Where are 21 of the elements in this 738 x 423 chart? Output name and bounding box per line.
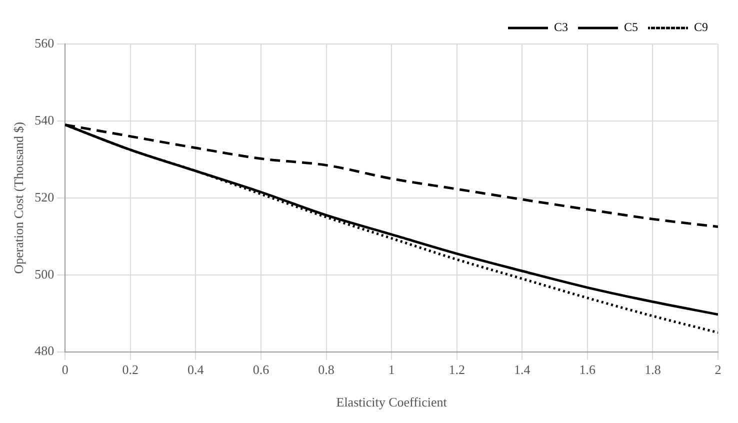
y-tick-label: 480 <box>34 343 54 358</box>
y-tick-label: 500 <box>34 266 54 282</box>
y-tick-label: 540 <box>34 112 54 128</box>
x-tick-label: 0.4 <box>188 362 204 378</box>
x-tick-label: 0.8 <box>318 362 334 378</box>
y-axis-title: Operation Cost (Thousand $) <box>11 122 26 274</box>
x-axis-title: Elasticity Coefficient <box>336 394 448 410</box>
x-tick-label: 2 <box>714 362 722 378</box>
x-tick-label: 1 <box>388 362 395 378</box>
legend-label: C9 <box>694 20 708 34</box>
x-tick-label: 0.2 <box>122 362 139 378</box>
x-tick-label: 1.6 <box>579 362 596 378</box>
legend-label: C3 <box>554 20 568 34</box>
legend-label: C5 <box>624 20 638 34</box>
y-tick-label: 520 <box>34 189 54 204</box>
y-tick-label: 560 <box>34 35 54 50</box>
x-tick-label: 1.2 <box>448 362 465 378</box>
x-tick-label: 1.8 <box>644 362 661 378</box>
x-tick-label: 0 <box>62 362 68 378</box>
x-tick-label: 1.4 <box>514 362 531 378</box>
x-tick-label: 0.6 <box>252 362 270 378</box>
